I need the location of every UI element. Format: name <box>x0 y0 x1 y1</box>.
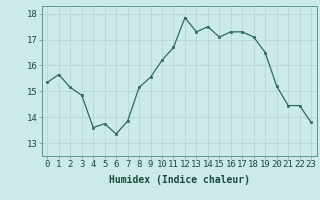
X-axis label: Humidex (Indice chaleur): Humidex (Indice chaleur) <box>109 175 250 185</box>
